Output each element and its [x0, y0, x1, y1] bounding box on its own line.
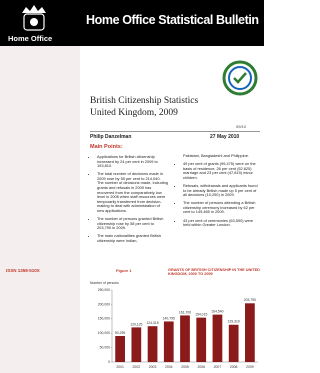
bar [163, 321, 174, 362]
y-tick-label: 50,000 [100, 345, 110, 349]
bar [212, 314, 223, 362]
chart: Number of persons 0 50,000 100,000 150,000 2… [90, 281, 258, 369]
point: 43 per cent of ceremonies (63,590) were … [183, 218, 260, 228]
x-tick-label: 2004 [165, 365, 173, 369]
bar [131, 327, 142, 362]
y-tick-label: 200,000 [98, 302, 110, 306]
bar [228, 324, 239, 362]
y-tick-label: 100,000 [98, 331, 110, 335]
point: The number of persons attending a Britis… [183, 200, 260, 215]
x-tick-label: 2007 [214, 365, 222, 369]
sidebar: ISSN 1358-510X [0, 46, 80, 373]
y-tick-label: 0 [108, 360, 110, 364]
page: {"header": {"brand": "Home Office", "tit… [0, 0, 264, 373]
x-tick-label: 2005 [181, 365, 189, 369]
point: 49 per cent of grants (99,475) were on t… [183, 161, 260, 180]
value-label: 203,790 [244, 298, 256, 302]
y-axis-label: Number of persons [90, 281, 119, 285]
date: 27 May 2010 [210, 134, 240, 140]
bar [245, 303, 255, 362]
main-points-heading: Main Points: [90, 144, 123, 150]
x-tick-label: 2002 [133, 365, 141, 369]
value-label: 164,540 [211, 310, 223, 314]
value-label: 154,015 [195, 313, 207, 317]
list: Applications for British citizenship inc… [90, 154, 168, 244]
x-tick-label: 2003 [149, 365, 157, 369]
brand: Home Office [8, 34, 53, 43]
report-title: British Citizenship Statistics [90, 96, 199, 106]
bar [196, 317, 207, 362]
issn: ISSN 1358-510X [6, 268, 40, 273]
x-tick-label: 2001 [116, 365, 124, 369]
figure-label: Figure 1 [116, 268, 132, 273]
value-label: 140,795 [163, 316, 175, 320]
list: 49 per cent of grants (99,475) were on t… [176, 161, 260, 228]
point: Refusals, withdrawals and applicants fou… [183, 183, 260, 198]
y-tick-label: 250,000 [98, 288, 110, 292]
rule [90, 131, 260, 132]
author: Philip Danzelman [90, 134, 132, 140]
point: Applications for British citizenship inc… [97, 154, 168, 169]
point: The main nationalities granted British c… [97, 234, 168, 243]
continuation: Pakistani, Bangladeshi and Philippine. [183, 153, 249, 158]
bar [180, 315, 190, 362]
crest [22, 5, 46, 31]
value-label: 90,295 [115, 331, 125, 335]
banner: Home Office Home Office Statistical Bull… [0, 0, 264, 46]
value-label: 129,310 [228, 320, 240, 324]
value-label: 124,315 [146, 321, 158, 325]
figure-title: GRANTS OF BRITISH CITIZENSHIP IN THE UNI… [168, 268, 260, 277]
x-tick-label: 2006 [197, 365, 205, 369]
national-statistics-badge [222, 60, 258, 96]
value-label: 161,700 [179, 310, 191, 314]
value-label: 120,125 [130, 322, 142, 326]
issue: 09/10 [236, 124, 247, 129]
point: The total number of decisions made in 20… [97, 171, 168, 213]
bar [147, 326, 158, 362]
report-subtitle: United Kingdom, 2009 [90, 108, 178, 118]
bulletin-title: Home Office Statistical Bulletin [86, 13, 259, 27]
x-tick-label: 2008 [230, 365, 238, 369]
bar [115, 335, 125, 362]
x-tick-label: 2009 [246, 365, 254, 369]
points-right: Pakistani, Bangladeshi and Philippine. 4… [176, 153, 260, 231]
point: The number of persons granted British ci… [97, 216, 168, 231]
points-left: Applications for British citizenship inc… [90, 154, 168, 247]
y-tick-label: 150,000 [98, 317, 110, 321]
